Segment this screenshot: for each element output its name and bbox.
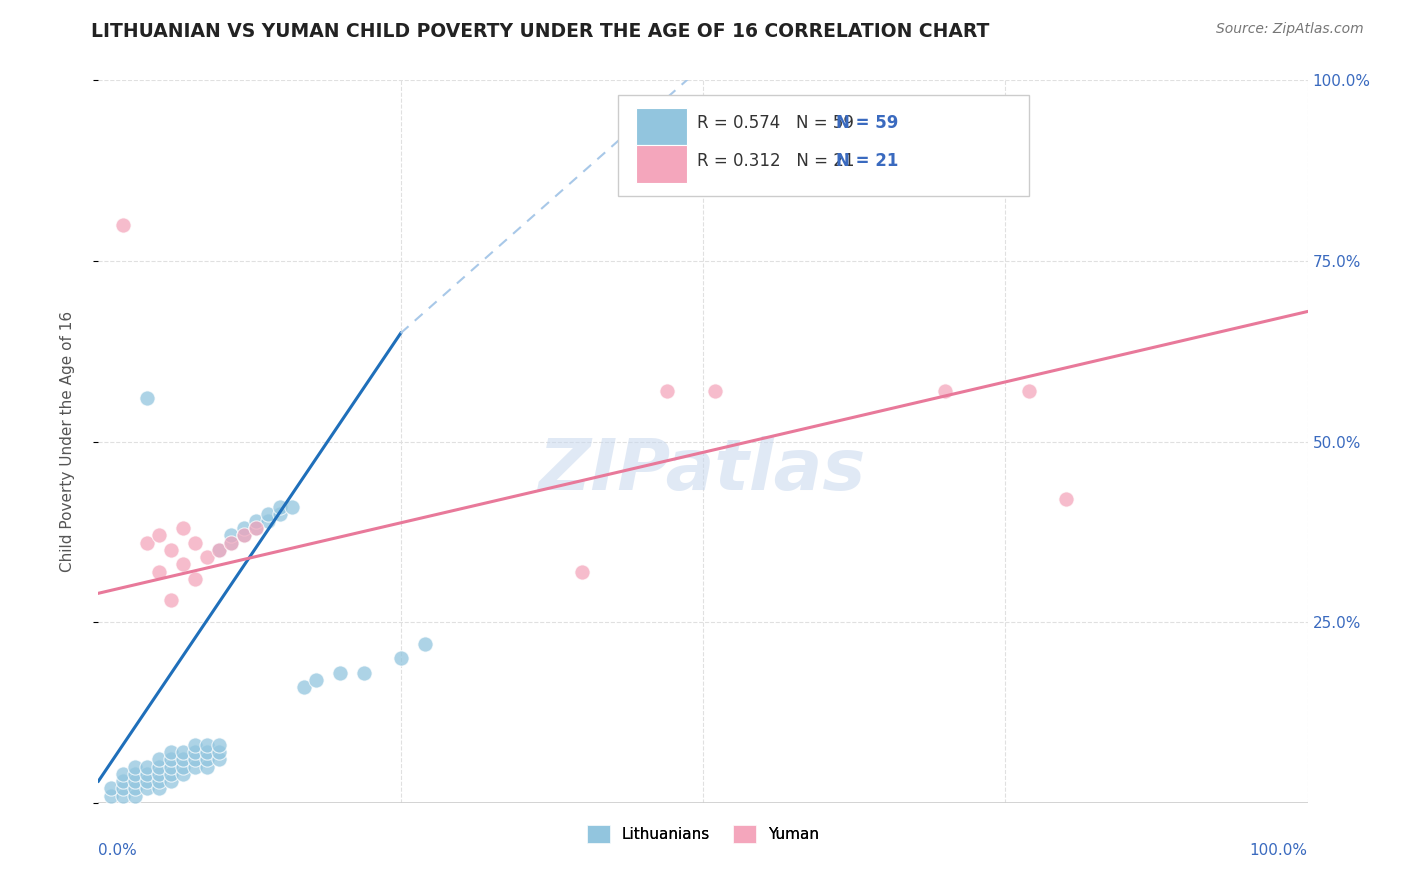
Point [245,514,267,528]
Point [269,507,291,521]
Point [221,535,243,549]
Point [135,774,157,789]
Text: LITHUANIAN VS YUMAN CHILD POVERTY UNDER THE AGE OF 16 CORRELATION CHART: LITHUANIAN VS YUMAN CHILD POVERTY UNDER … [91,22,990,41]
Text: R = 0.574   N = 59: R = 0.574 N = 59 [697,114,853,132]
Point [184,738,207,752]
Text: 0.0%: 0.0% [98,843,138,857]
Point [208,752,231,766]
Point [172,745,194,759]
Point [269,500,291,514]
Point [353,665,375,680]
Point [100,781,122,796]
Text: Source: ZipAtlas.com: Source: ZipAtlas.com [1216,22,1364,37]
Point [221,535,243,549]
Point [1054,492,1077,507]
FancyBboxPatch shape [637,145,688,183]
Point [256,514,278,528]
Point [148,760,170,774]
Point [160,767,183,781]
Point [184,760,207,774]
Point [148,565,170,579]
Point [571,565,593,579]
Point [135,767,157,781]
Point [245,521,267,535]
Point [195,760,218,774]
Point [221,528,243,542]
Point [245,521,267,535]
Point [111,774,134,789]
Point [195,738,218,752]
FancyBboxPatch shape [637,108,688,145]
Point [172,521,194,535]
Point [208,738,231,752]
Point [172,760,194,774]
Point [232,521,254,535]
Point [172,767,194,781]
Point [329,665,352,680]
Point [148,528,170,542]
Point [184,745,207,759]
Text: ZIPatlas: ZIPatlas [540,436,866,505]
Point [124,767,146,781]
Point [160,542,183,557]
Point [195,752,218,766]
Point [135,535,157,549]
Point [281,500,304,514]
Point [124,774,146,789]
Point [172,558,194,572]
Point [135,391,157,405]
Point [195,745,218,759]
Point [232,528,254,542]
Point [148,752,170,766]
Point [160,760,183,774]
Point [704,384,727,398]
Point [256,507,278,521]
Point [160,745,183,759]
Text: 100.0%: 100.0% [1250,843,1308,857]
Point [172,752,194,766]
Point [160,752,183,766]
Point [160,593,183,607]
Point [111,767,134,781]
Legend: Lithuanians, Yuman: Lithuanians, Yuman [581,819,825,849]
Point [124,781,146,796]
Point [184,535,207,549]
Point [148,781,170,796]
Point [111,789,134,803]
Point [305,673,328,687]
Point [111,781,134,796]
Text: N = 21: N = 21 [837,152,898,170]
Point [184,572,207,586]
Point [232,528,254,542]
Point [135,781,157,796]
Point [111,218,134,232]
Point [148,774,170,789]
Point [413,637,436,651]
Point [100,789,122,803]
Point [389,651,412,665]
Point [1018,384,1040,398]
Point [195,550,218,565]
Point [160,774,183,789]
Point [135,760,157,774]
Text: R = 0.312   N = 21: R = 0.312 N = 21 [697,152,855,170]
Point [934,384,956,398]
Point [208,542,231,557]
Point [208,542,231,557]
Text: N = 59: N = 59 [837,114,898,132]
Point [655,384,678,398]
Point [292,680,315,694]
Point [124,760,146,774]
Y-axis label: Child Poverty Under the Age of 16: Child Poverty Under the Age of 16 [60,311,75,572]
Point [184,752,207,766]
FancyBboxPatch shape [619,95,1029,196]
Point [124,789,146,803]
Point [208,745,231,759]
Point [148,767,170,781]
